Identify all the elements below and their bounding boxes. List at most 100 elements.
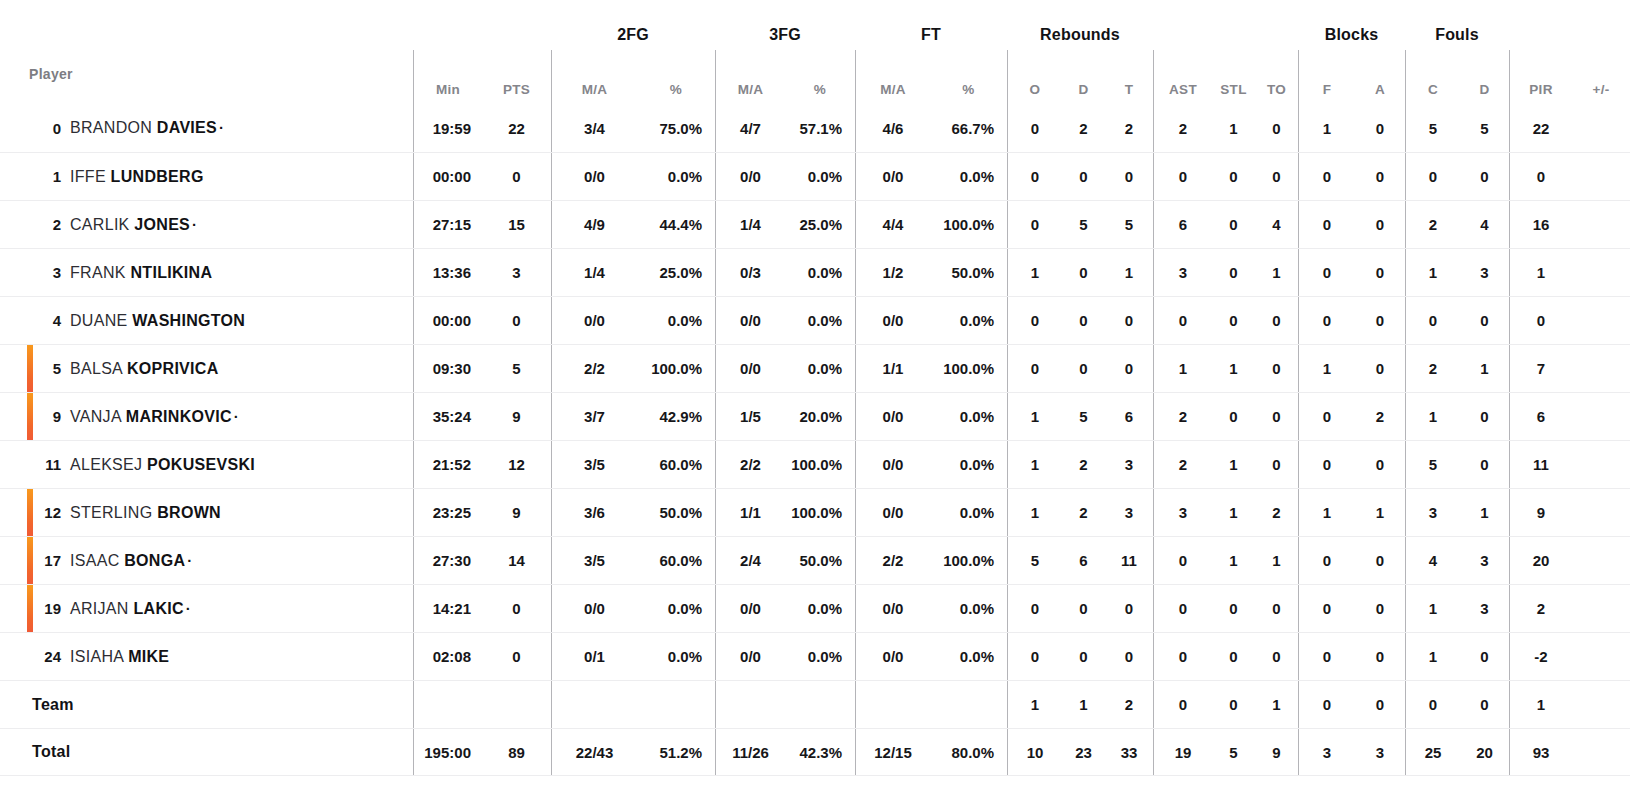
stat-pts: 5 xyxy=(482,345,551,392)
col-header-ft-ma: M/A xyxy=(855,50,930,104)
stat-foul-d: 1 xyxy=(1460,489,1509,536)
stat-ft-pct: 0.0% xyxy=(930,441,1007,488)
stat-foul-c: 3 xyxy=(1405,489,1460,536)
player-number: 3 xyxy=(27,264,61,281)
stat-plusminus xyxy=(1572,393,1630,440)
stat-min xyxy=(413,681,482,728)
player-first-name: ISAAC xyxy=(70,552,124,569)
stat-ft-ma: 4/6 xyxy=(855,104,930,152)
stat-blk-f: 0 xyxy=(1298,681,1355,728)
stat-2fg-ma: 0/0 xyxy=(551,297,637,344)
stat-foul-d: 0 xyxy=(1460,393,1509,440)
player-name[interactable]: CARLIK JONES· xyxy=(70,216,197,234)
stat-ft-ma xyxy=(855,681,930,728)
stat-2fg-ma xyxy=(551,681,637,728)
player-row[interactable]: 3 FRANK NTILIKINA 13:36 3 1/4 25.0% 0/3 … xyxy=(0,248,1630,296)
player-name[interactable]: ARIJAN LAKIC· xyxy=(70,600,191,618)
stat-to: 0 xyxy=(1255,345,1298,392)
stat-ast: 6 xyxy=(1153,201,1212,248)
stat-reb-o: 1 xyxy=(1007,441,1062,488)
player-last-name: LUNDBERG xyxy=(111,168,204,185)
stat-2fg-pct xyxy=(637,681,715,728)
stat-reb-d: 0 xyxy=(1062,249,1105,296)
player-number: 24 xyxy=(27,648,61,665)
starter-icon: · xyxy=(192,216,197,233)
player-name[interactable]: BALSA KOPRIVICA xyxy=(70,360,221,378)
stat-foul-d: 0 xyxy=(1460,681,1509,728)
team-row[interactable]: Team 1 1 2 0 0 1 0 0 0 0 1 xyxy=(0,680,1630,728)
stat-pts: 12 xyxy=(482,441,551,488)
stat-min: 19:59 xyxy=(413,104,482,152)
player-name[interactable]: ISAAC BONGA· xyxy=(70,552,193,570)
stat-blk-f: 0 xyxy=(1298,537,1355,584)
player-row[interactable]: 24 ISIAHA MIKE 02:08 0 0/1 0.0% 0/0 0.0%… xyxy=(0,632,1630,680)
player-name[interactable]: BRANDON DAVIES· xyxy=(70,119,224,137)
stat-blk-a: 0 xyxy=(1355,297,1405,344)
stat-3fg-pct: 0.0% xyxy=(785,297,855,344)
player-cell: Team xyxy=(0,681,413,728)
stat-blk-f: 1 xyxy=(1298,345,1355,392)
stat-reb-t: 0 xyxy=(1105,297,1153,344)
stat-plusminus xyxy=(1572,489,1630,536)
group-header-blocks: Blocks xyxy=(1298,26,1405,44)
player-name[interactable]: STERLING BROWN xyxy=(70,504,223,522)
col-header-reb-o: O xyxy=(1007,50,1062,104)
group-header-2fg: 2FG xyxy=(551,26,715,44)
stat-stl: 0 xyxy=(1212,297,1255,344)
player-row[interactable]: 0 BRANDON DAVIES· 19:59 22 3/4 75.0% 4/7… xyxy=(0,104,1630,152)
group-header-row: 2FG 3FG FT Rebounds Blocks Fouls xyxy=(0,20,1630,50)
stat-pts: 22 xyxy=(482,104,551,152)
player-name[interactable]: DUANE WASHINGTON xyxy=(70,312,247,330)
player-row[interactable]: 9 VANJA MARINKOVIC· 35:24 9 3/7 42.9% 1/… xyxy=(0,392,1630,440)
col-header-min: Min xyxy=(413,50,482,104)
starter-icon: · xyxy=(187,552,192,569)
player-row[interactable]: 19 ARIJAN LAKIC· 14:21 0 0/0 0.0% 0/0 0.… xyxy=(0,584,1630,632)
player-row[interactable]: 2 CARLIK JONES· 27:15 15 4/9 44.4% 1/4 2… xyxy=(0,200,1630,248)
player-number: 11 xyxy=(27,456,61,473)
stat-3fg-pct: 0.0% xyxy=(785,633,855,680)
player-name[interactable]: FRANK NTILIKINA xyxy=(70,264,214,282)
stat-reb-d: 0 xyxy=(1062,153,1105,200)
total-row[interactable]: Total 195:00 89 22/43 51.2% 11/26 42.3% … xyxy=(0,728,1630,776)
player-row[interactable]: 5 BALSA KOPRIVICA 09:30 5 2/2 100.0% 0/0… xyxy=(0,344,1630,392)
stat-ft-pct xyxy=(930,681,1007,728)
stat-foul-c: 4 xyxy=(1405,537,1460,584)
player-last-name: MARINKOVIC xyxy=(126,408,232,425)
stat-to: 1 xyxy=(1255,249,1298,296)
stat-pts: 0 xyxy=(482,633,551,680)
col-header-2fg-ma: M/A xyxy=(551,50,637,104)
player-name[interactable]: Team xyxy=(32,696,76,714)
player-row[interactable]: 4 DUANE WASHINGTON 00:00 0 0/0 0.0% 0/0 … xyxy=(0,296,1630,344)
stat-plusminus xyxy=(1572,201,1630,248)
stat-pir: 16 xyxy=(1509,201,1572,248)
stat-ft-pct: 66.7% xyxy=(930,104,1007,152)
player-name[interactable]: ALEKSEJ POKUSEVSKI xyxy=(70,456,257,474)
stat-stl: 0 xyxy=(1212,201,1255,248)
stat-2fg-ma: 4/9 xyxy=(551,201,637,248)
stat-2fg-pct: 0.0% xyxy=(637,585,715,632)
stat-reb-t: 1 xyxy=(1105,249,1153,296)
player-row[interactable]: 17 ISAAC BONGA· 27:30 14 3/5 60.0% 2/4 5… xyxy=(0,536,1630,584)
player-cell: 4 DUANE WASHINGTON xyxy=(0,297,413,344)
stat-ft-ma: 0/0 xyxy=(855,441,930,488)
player-first-name: IFFE xyxy=(70,168,111,185)
player-name[interactable]: IFFE LUNDBERG xyxy=(70,168,206,186)
player-row[interactable]: 11 ALEKSEJ POKUSEVSKI 21:52 12 3/5 60.0%… xyxy=(0,440,1630,488)
player-row[interactable]: 1 IFFE LUNDBERG 00:00 0 0/0 0.0% 0/0 0.0… xyxy=(0,152,1630,200)
player-last-name: WASHINGTON xyxy=(132,312,245,329)
col-header-3fg-pct: % xyxy=(785,50,855,104)
player-cell: Total xyxy=(0,729,413,775)
player-name[interactable]: ISIAHA MIKE xyxy=(70,648,171,666)
player-name[interactable]: Total xyxy=(32,743,73,761)
stat-pir: 6 xyxy=(1509,393,1572,440)
stat-reb-d: 0 xyxy=(1062,345,1105,392)
stat-reb-t: 5 xyxy=(1105,201,1153,248)
player-row[interactable]: 12 STERLING BROWN 23:25 9 3/6 50.0% 1/1 … xyxy=(0,488,1630,536)
stat-stl: 1 xyxy=(1212,489,1255,536)
stat-foul-c: 1 xyxy=(1405,585,1460,632)
stat-reb-o: 0 xyxy=(1007,297,1062,344)
stat-reb-d: 0 xyxy=(1062,297,1105,344)
stat-to: 0 xyxy=(1255,153,1298,200)
player-first-name: ALEKSEJ xyxy=(70,456,147,473)
player-name[interactable]: VANJA MARINKOVIC· xyxy=(70,408,239,426)
